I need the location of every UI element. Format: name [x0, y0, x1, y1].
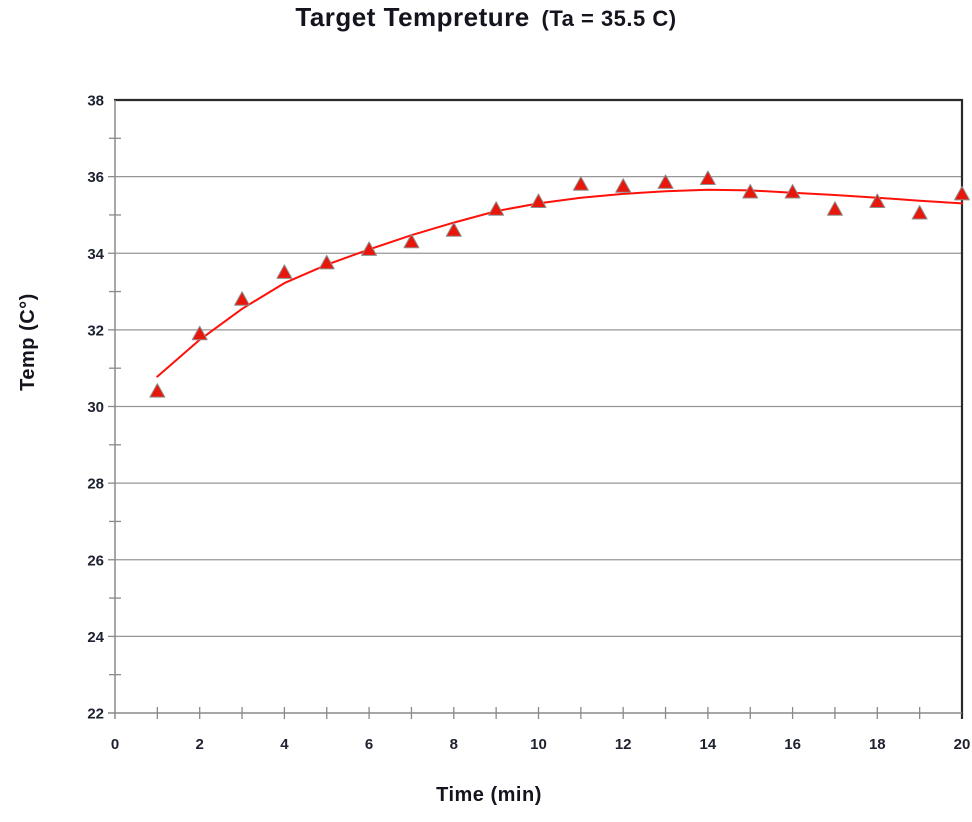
x-tick-label: 18 — [869, 736, 886, 753]
data-point-marker — [361, 241, 378, 256]
data-point-marker — [445, 222, 462, 237]
x-tick-label: 14 — [700, 736, 717, 753]
data-point-marker — [318, 254, 335, 270]
y-tick-label: 38 — [87, 93, 104, 110]
data-point-marker — [615, 178, 632, 193]
chart-title-paren: (Ta = 35.5 C) — [541, 6, 677, 31]
x-tick-label: 6 — [365, 736, 373, 753]
data-point-marker — [191, 325, 208, 341]
data-point-marker — [234, 291, 251, 306]
data-point-marker — [742, 183, 759, 199]
chart-title: Target Tempreture (Ta = 35.5 C) — [0, 2, 972, 33]
y-tick-label: 30 — [87, 399, 104, 416]
x-tick-label: 2 — [196, 736, 204, 753]
x-tick-label: 4 — [280, 736, 289, 753]
x-tick-label: 20 — [954, 736, 971, 753]
data-point-marker — [699, 170, 716, 186]
data-point-marker — [784, 183, 801, 199]
data-point-marker — [657, 174, 674, 189]
data-point-marker — [911, 205, 928, 220]
y-tick-label: 24 — [87, 629, 104, 646]
x-tick-label: 0 — [111, 736, 119, 753]
chart-title-main: Target Tempreture — [295, 2, 530, 32]
x-tick-label: 8 — [450, 736, 458, 753]
y-tick-label: 36 — [87, 169, 104, 186]
data-point-marker — [869, 193, 886, 209]
y-tick-label: 34 — [87, 246, 104, 263]
x-tick-label: 12 — [615, 736, 632, 753]
y-tick-label: 26 — [87, 552, 104, 569]
data-point-marker — [149, 383, 166, 398]
x-tick-label: 10 — [530, 736, 547, 753]
data-point-marker — [530, 193, 547, 209]
data-point-marker — [826, 201, 843, 216]
data-point-marker — [572, 176, 589, 191]
data-point-marker — [276, 264, 293, 279]
trend-line — [156, 188, 963, 378]
data-point-marker — [403, 233, 420, 249]
y-tick-label: 28 — [87, 476, 104, 493]
x-axis-title: Time (min) — [436, 784, 542, 806]
data-point-marker — [954, 185, 970, 201]
y-tick-label: 22 — [87, 706, 104, 723]
data-point-marker — [488, 201, 505, 216]
y-tick-label: 32 — [87, 322, 104, 339]
x-tick-label: 16 — [784, 736, 801, 753]
